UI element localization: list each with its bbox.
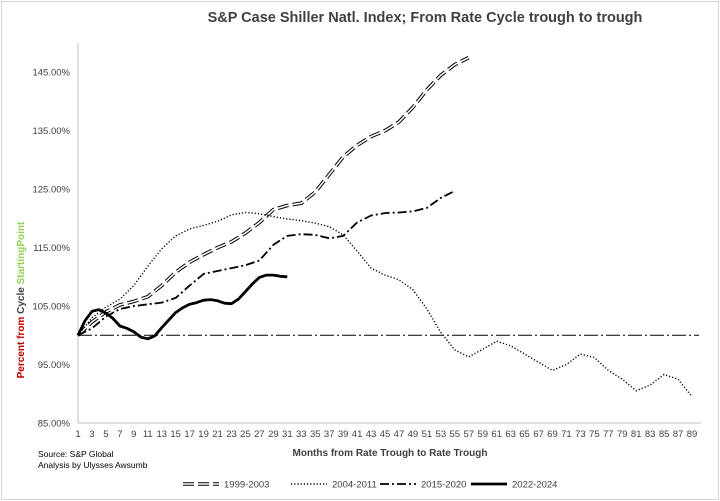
x-tick-label: 87 xyxy=(673,429,684,440)
x-tick-label: 63 xyxy=(505,429,516,440)
y-axis-label-part: Starting xyxy=(16,247,27,285)
legend-label: 2022-2024 xyxy=(512,480,557,491)
x-tick-label: 47 xyxy=(394,429,405,440)
x-tick-label: 61 xyxy=(491,429,502,440)
y-tick-label: 115.00% xyxy=(33,243,70,254)
x-tick-label: 89 xyxy=(687,429,698,440)
y-tick-label: 145.00% xyxy=(32,68,70,79)
x-tick-label: 1 xyxy=(75,429,80,440)
y-axis-label-part: Cycle xyxy=(16,284,27,313)
x-tick-label: 51 xyxy=(422,429,433,440)
y-tick-label: 125.00% xyxy=(32,185,70,196)
x-tick-label: 77 xyxy=(603,429,614,440)
x-tick-label: 81 xyxy=(631,429,642,440)
x-tick-label: 13 xyxy=(156,429,167,440)
x-tick-label: 9 xyxy=(131,429,136,440)
x-tick-label: 41 xyxy=(352,429,363,440)
source-note: Source: S&P Global xyxy=(38,449,114,459)
x-tick-label: 57 xyxy=(463,429,474,440)
x-tick-label: 21 xyxy=(212,429,223,440)
x-tick-label: 85 xyxy=(659,429,670,440)
y-tick-label: 105.00% xyxy=(32,302,70,313)
x-tick-label: 67 xyxy=(533,429,544,440)
y-axis-label: Percent from Cycle StartingPoint xyxy=(16,221,27,378)
x-tick-label: 19 xyxy=(198,429,209,440)
x-tick-label: 23 xyxy=(226,429,237,440)
x-tick-label: 43 xyxy=(366,429,377,440)
x-tick-label: 7 xyxy=(117,429,122,440)
x-tick-label: 11 xyxy=(143,429,153,440)
series-line-2004-2011 xyxy=(77,211,693,398)
x-tick-label: 3 xyxy=(89,429,94,440)
x-tick-label: 49 xyxy=(408,429,419,440)
x-tick-label: 69 xyxy=(547,429,558,440)
x-tick-label: 53 xyxy=(436,429,447,440)
series-line-inner-1999-2003 xyxy=(77,56,470,336)
x-tick-label: 39 xyxy=(338,429,349,440)
x-tick-label: 37 xyxy=(324,429,335,440)
legend-label: 1999-2003 xyxy=(224,480,269,491)
x-tick-label: 27 xyxy=(254,429,265,440)
y-tick-label: 135.00% xyxy=(32,126,70,137)
x-tick-label: 79 xyxy=(617,429,628,440)
x-tick-label: 5 xyxy=(103,429,108,440)
x-tick-label: 55 xyxy=(449,429,460,440)
x-tick-label: 83 xyxy=(645,429,656,440)
series-line-1999-2003 xyxy=(76,55,470,337)
x-tick-label: 45 xyxy=(380,429,391,440)
series-line-2015-2020 xyxy=(77,190,456,337)
x-tick-label: 31 xyxy=(282,429,293,440)
legend-label: 2004-2011 xyxy=(332,480,377,491)
legend-label: 2015-2020 xyxy=(421,480,466,491)
x-tick-label: 17 xyxy=(184,429,195,440)
x-tick-label: 35 xyxy=(310,429,321,440)
x-tick-label: 73 xyxy=(575,429,586,440)
x-tick-label: 65 xyxy=(519,429,530,440)
y-tick-label: 95.00% xyxy=(38,360,71,371)
y-axis-label-part: Point xyxy=(16,221,27,247)
x-tick-label: 75 xyxy=(589,429,600,440)
y-tick-label: 85.00% xyxy=(38,419,71,430)
x-tick-label: 25 xyxy=(240,429,251,440)
x-tick-label: 15 xyxy=(170,429,181,440)
y-axis-label-part: Percent from xyxy=(16,314,27,378)
x-axis-label: Months from Rate Trough to Rate Trough xyxy=(293,448,488,459)
series-line-2022-2024 xyxy=(76,273,288,341)
x-tick-label: 29 xyxy=(268,429,279,440)
x-tick-label: 59 xyxy=(477,429,488,440)
x-tick-label: 71 xyxy=(561,429,572,440)
source-note: Analysis by Ulysses Awsumb xyxy=(38,460,148,470)
chart-title: S&P Case Shiller Natl. Index; From Rate … xyxy=(207,10,643,26)
x-tick-label: 33 xyxy=(296,429,307,440)
